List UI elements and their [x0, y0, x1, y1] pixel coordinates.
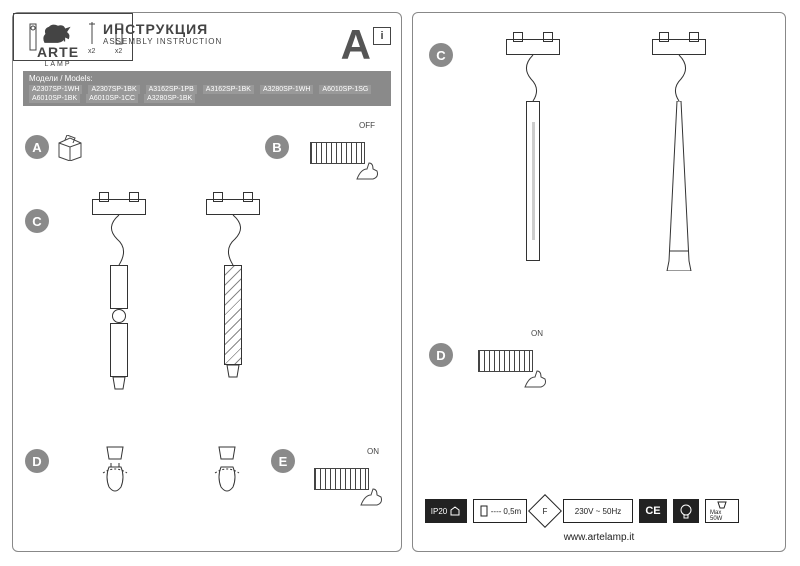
lamp-body-top — [110, 265, 128, 309]
step-a-badge: A — [25, 135, 49, 159]
step-d-badge: D — [25, 449, 49, 473]
title-block: ИНСТРУКЦИЯ ASSEMBLY INSTRUCTION — [103, 21, 341, 46]
spec-bulb-icon — [673, 499, 699, 523]
lamp-cone-body — [665, 101, 693, 271]
header: ARTE LAMP ИНСТРУКЦИЯ ASSEMBLY INSTRUCTIO… — [23, 21, 391, 69]
spec-max-watt: Max 50W — [705, 499, 739, 523]
model-item: A6010SP-1BK — [29, 94, 80, 103]
bulb-icon — [679, 503, 693, 519]
model-item: A3162SP-1PB — [146, 85, 197, 94]
model-item: A3162SP-1BK — [203, 85, 254, 94]
spec-class-f: F — [528, 494, 562, 528]
models-grid: A2307SP-1WH A2307SP-1BK A3162SP-1PB A316… — [29, 85, 385, 103]
model-item: A3280SP-1BK — [144, 94, 195, 103]
model-item: A2307SP-1WH — [29, 85, 82, 94]
info-icon: i — [373, 27, 391, 45]
spec-distance: ---- 0,5m — [473, 499, 527, 523]
doc-letter: A — [341, 21, 371, 69]
bulb-install-icon — [207, 443, 247, 503]
lamp-tube-body — [526, 101, 540, 261]
spec-class-text: F — [543, 506, 548, 515]
switch-on-diagram-right: ON — [469, 339, 541, 383]
switch-on-diagram: ON — [305, 457, 377, 501]
curly-cable-icon — [99, 215, 139, 265]
reflector-icon — [716, 500, 728, 510]
ceiling-plate-icon — [652, 39, 706, 55]
lamp-dist-icon — [479, 504, 489, 518]
hand-icon — [523, 369, 549, 389]
pendant-variant-3 — [503, 39, 563, 261]
bulb-install-icon — [95, 443, 135, 503]
spec-ce: CE — [639, 499, 667, 523]
switch-on-label: ON — [531, 329, 543, 338]
ceiling-plate-icon — [506, 39, 560, 55]
lamp-bead — [112, 309, 126, 323]
switch-on-label: ON — [367, 447, 379, 456]
socket-icon — [109, 377, 129, 391]
model-item: A2307SP-1BK — [88, 85, 139, 94]
curly-cable-icon — [213, 215, 253, 265]
models-label: Модели / Models: — [29, 74, 385, 83]
lion-icon — [40, 21, 76, 45]
doc-class-letter: A i — [341, 21, 391, 69]
pendant-variant-1 — [89, 199, 149, 391]
curly-cable-icon — [659, 55, 699, 101]
spec-voltage: 230V ~ 50Hz — [563, 499, 633, 523]
right-panel: C D ON IP20 — [412, 12, 786, 552]
spec-watt-text: Max 50W — [710, 510, 734, 522]
house-icon — [449, 505, 461, 517]
spec-ip-text: IP20 — [431, 507, 447, 516]
brand-logo: ARTE LAMP — [23, 21, 93, 68]
curly-cable-icon — [513, 55, 553, 101]
switch-off-diagram: OFF — [301, 131, 373, 175]
step-c-badge: C — [25, 209, 49, 233]
step-e-badge: E — [271, 449, 295, 473]
model-item: A3280SP-1WH — [260, 85, 313, 94]
website-url: www.artelamp.it — [413, 532, 785, 543]
step-d-badge-right: D — [429, 343, 453, 367]
ceiling-plate-icon — [206, 199, 260, 215]
hand-icon — [359, 487, 385, 507]
pendant-variant-4 — [649, 39, 709, 271]
model-item: A6010SP-1CC — [86, 94, 138, 103]
lamp-body-bottom — [110, 323, 128, 377]
ceiling-plate-icon — [92, 199, 146, 215]
spec-dist-text: 0,5m — [503, 507, 521, 516]
title-en: ASSEMBLY INSTRUCTION — [103, 37, 341, 46]
lamp-twist-body — [224, 265, 242, 365]
switch-off-label: OFF — [359, 121, 375, 130]
hand-icon — [355, 161, 381, 181]
pendant-variant-2 — [203, 199, 263, 379]
step-b-badge: B — [265, 135, 289, 159]
brand-name: ARTE — [23, 45, 93, 61]
left-panel: ARTE LAMP ИНСТРУКЦИЯ ASSEMBLY INSTRUCTIO… — [12, 12, 402, 552]
title-ru: ИНСТРУКЦИЯ — [103, 21, 341, 37]
spec-row: IP20 ---- 0,5m F 230V ~ 50Hz CE Max 50W — [425, 499, 773, 523]
socket-icon — [223, 365, 243, 379]
model-item: A6010SP-1SG — [319, 85, 371, 94]
package-box-icon — [55, 135, 85, 161]
brand-sub: LAMP — [23, 61, 93, 68]
spec-ip: IP20 — [425, 499, 467, 523]
models-bar: Модели / Models: A2307SP-1WH A2307SP-1BK… — [23, 71, 391, 106]
step-c-badge-right: C — [429, 43, 453, 67]
